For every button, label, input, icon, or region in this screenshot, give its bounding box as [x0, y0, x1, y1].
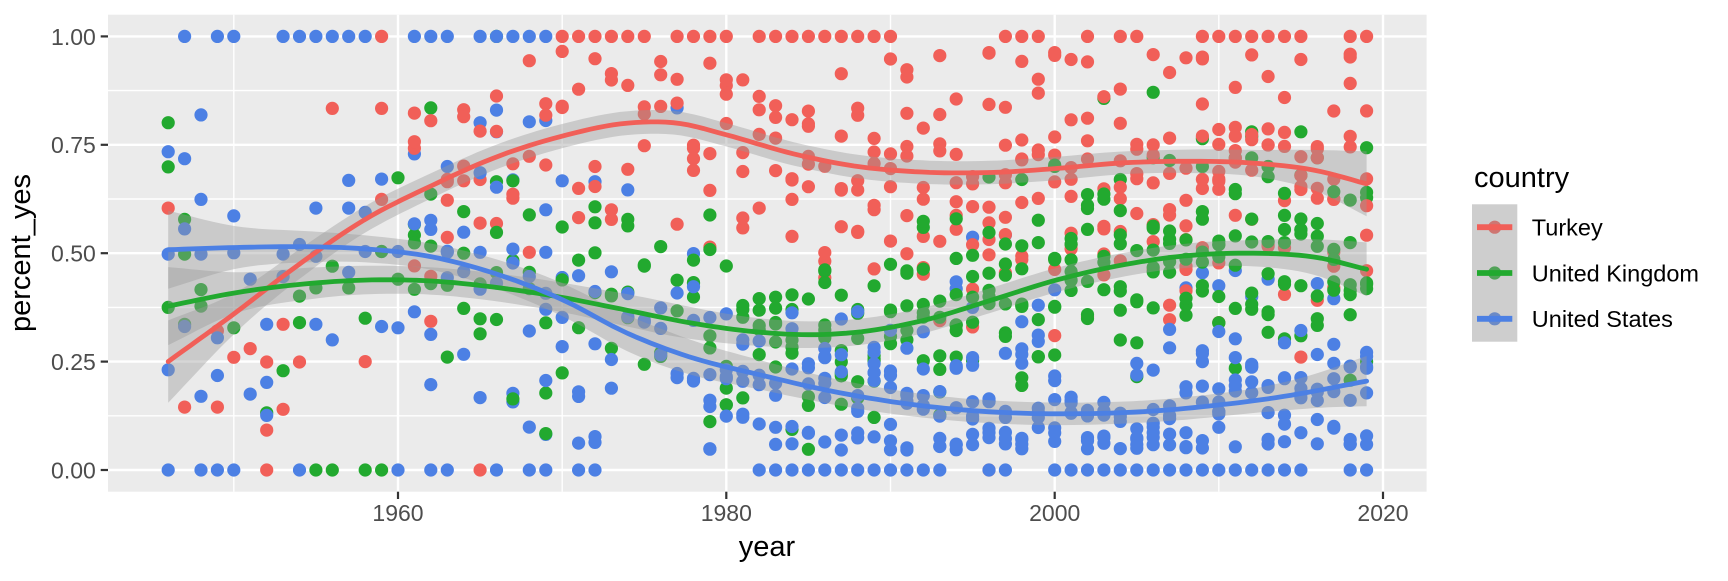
svg-text:percent_yes: percent_yes	[5, 174, 37, 332]
svg-text:2000: 2000	[1029, 500, 1080, 526]
svg-text:0.75: 0.75	[51, 132, 96, 158]
svg-text:2020: 2020	[1357, 500, 1408, 526]
svg-text:country: country	[1474, 162, 1570, 194]
svg-text:1.00: 1.00	[51, 24, 96, 50]
svg-text:1960: 1960	[372, 500, 423, 526]
svg-text:0.50: 0.50	[51, 241, 96, 267]
svg-text:Turkey: Turkey	[1532, 215, 1603, 241]
svg-text:0.25: 0.25	[51, 349, 96, 375]
svg-text:United States: United States	[1532, 306, 1673, 332]
svg-text:year: year	[739, 531, 796, 563]
svg-text:1980: 1980	[701, 500, 752, 526]
svg-text:United Kingdom: United Kingdom	[1532, 260, 1699, 286]
svg-text:0.00: 0.00	[51, 457, 96, 483]
